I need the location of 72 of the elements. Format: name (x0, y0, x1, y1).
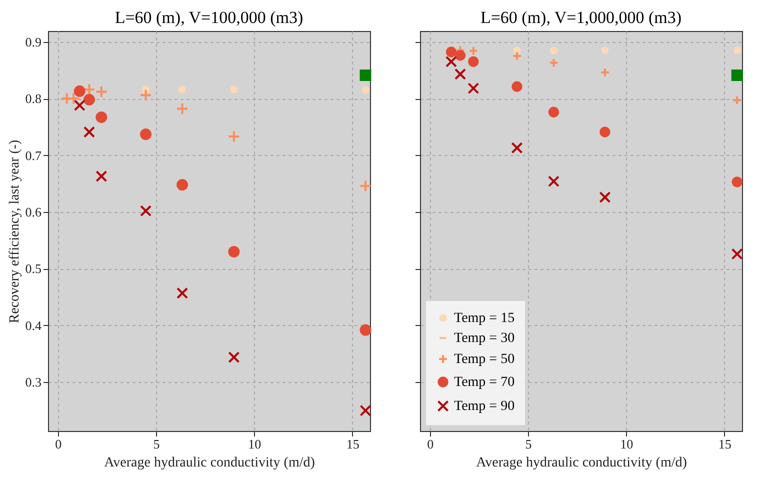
point (468, 56, 479, 67)
point (228, 246, 240, 258)
point (140, 88, 152, 102)
point (140, 205, 152, 217)
point (731, 248, 743, 260)
point (600, 126, 610, 138)
point (548, 176, 560, 188)
point (512, 81, 522, 92)
x-axis-title: Average hydraulic conductivity (m/d) (476, 456, 688, 470)
y-tick-label: 0.5 (25, 261, 42, 276)
x-tick-label: 15 (718, 436, 732, 452)
point (74, 100, 86, 112)
point (511, 142, 523, 154)
x-tick-label: 5 (525, 436, 532, 452)
point (599, 192, 611, 203)
point (548, 106, 560, 118)
legend-label: Temp = 90 (454, 399, 515, 414)
point (140, 128, 152, 140)
point (95, 85, 108, 98)
point (601, 46, 609, 54)
x-tick-label: 0 (55, 436, 62, 452)
point (548, 58, 559, 68)
x-tick-label: 10 (620, 436, 634, 452)
point (96, 112, 108, 123)
point (230, 86, 238, 94)
point (512, 51, 522, 61)
point (74, 85, 86, 97)
y-tick-label: 0.4 (25, 318, 42, 333)
point (228, 130, 240, 143)
point (360, 324, 372, 336)
legend-label: Temp = 15 (454, 311, 515, 326)
y-tick-label: 0.8 (25, 91, 42, 106)
point (732, 176, 742, 188)
point (454, 50, 466, 61)
y-axis-title: Recovery efficiency, last year (-) (7, 139, 22, 324)
point (550, 46, 558, 54)
x-tick-label: 5 (153, 436, 160, 452)
point (360, 70, 372, 81)
point (468, 46, 478, 56)
point (731, 70, 743, 81)
point (359, 180, 372, 192)
point (445, 56, 457, 68)
point (83, 126, 95, 138)
point (176, 102, 189, 115)
point (468, 82, 480, 94)
point (360, 404, 372, 416)
y-tick-label: 0.7 (25, 148, 42, 163)
point (733, 46, 741, 54)
legend-label: Temp = 30 (454, 331, 515, 346)
x-tick-label: 10 (248, 436, 262, 452)
x-axis-title: Average hydraulic conductivity (m/d) (104, 456, 316, 470)
point (83, 94, 95, 106)
x-tick-label: 15 (346, 436, 360, 452)
chart-title: L=60 (m), V=100,000 (m3) (114, 8, 304, 27)
point (513, 46, 521, 54)
point (176, 287, 188, 299)
point (732, 95, 742, 106)
y-tick-label: 0.3 (25, 374, 42, 390)
point (178, 86, 186, 94)
point (176, 179, 188, 190)
point (362, 86, 370, 94)
y-tick-label: 0.6 (25, 204, 42, 220)
point (96, 170, 108, 182)
y-tick-label: 0.9 (25, 34, 42, 50)
legend-label: Temp = 70 (454, 375, 515, 390)
legend-label: Temp = 50 (454, 352, 515, 367)
point (446, 46, 457, 58)
point (600, 68, 610, 78)
point (454, 68, 466, 80)
point (228, 352, 240, 363)
chart-title: L=60 (m), V=1,000,000 (m3) (480, 8, 682, 27)
x-tick-label: 0 (427, 436, 434, 452)
